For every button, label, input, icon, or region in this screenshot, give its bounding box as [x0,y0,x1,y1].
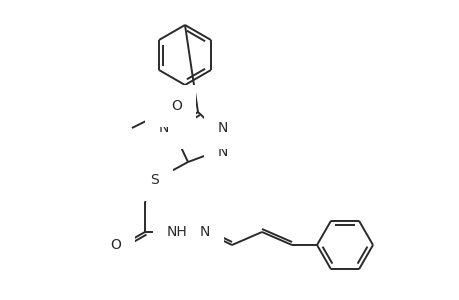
Text: H: H [170,238,179,250]
Text: NH: NH [166,225,187,239]
Text: N: N [218,145,228,159]
Text: N: N [158,121,169,135]
Text: O: O [110,238,121,252]
Text: O: O [171,99,182,113]
Text: S: S [150,173,159,187]
Text: N: N [199,225,210,239]
Text: N: N [218,121,228,135]
